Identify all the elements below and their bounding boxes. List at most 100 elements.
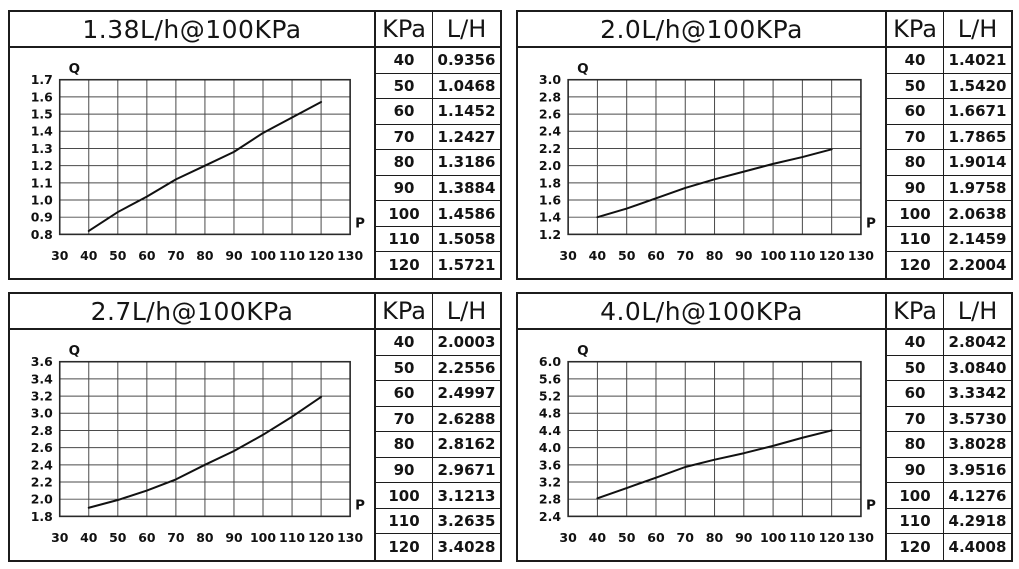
y-tick-label: 3.2 (539, 475, 561, 490)
grid-lines (567, 79, 862, 235)
x-tick-label: 110 (279, 530, 305, 545)
table-kpa-value: 80 (887, 432, 944, 458)
plot-frame (567, 360, 862, 518)
spec-panel-1-38lh: 1.38L/h@100KPa KPa L/H 30 40 50 60 70 80 90 100… (8, 10, 502, 280)
table-header-lh: L/H (433, 294, 500, 330)
table-lh-value: 4.1276 (944, 483, 1011, 509)
x-tick-label: 30 (559, 248, 577, 263)
table-kpa-value: 40 (376, 330, 433, 356)
table-lh-value: 3.5730 (944, 407, 1011, 433)
flow-curve (596, 148, 833, 219)
table-lh-value: 1.4021 (944, 48, 1011, 74)
y-axis-label: Q (577, 344, 589, 359)
table-lh-value: 1.9014 (944, 150, 1011, 176)
spec-panel-2-7lh: 2.7L/h@100KPa KPa L/H 30 40 50 60 70 80 90 100 1… (8, 292, 502, 562)
grid-lines (59, 361, 351, 517)
table-lh-value: 2.0003 (433, 330, 500, 356)
table-header-lh: L/H (944, 12, 1011, 48)
table-lh-value: 1.5058 (433, 227, 500, 253)
y-tick-label: 2.2 (539, 141, 561, 156)
y-axis-label: Q (69, 62, 80, 77)
table-kpa-value: 90 (887, 175, 944, 202)
x-tick-label: 120 (308, 248, 334, 263)
x-tick-label: 50 (109, 530, 127, 545)
y-tick-label: 2.0 (31, 492, 53, 507)
y-axis-label: Q (577, 62, 589, 77)
y-tick-label: 1.6 (31, 89, 53, 104)
x-tick-label: 130 (337, 248, 363, 263)
x-tick-label: 70 (167, 530, 185, 545)
chart-canvas: 30 40 50 60 70 80 90 100 110 120 130 6.0 5.6 5.2 4.8 4.… (539, 344, 876, 545)
table-kpa-value: 110 (887, 508, 944, 535)
y-tick-label: 1.8 (31, 509, 53, 524)
x-tick-label: 120 (819, 248, 845, 263)
y-tick-label: 1.3 (31, 141, 53, 156)
table-lh-value: 2.8042 (944, 330, 1011, 356)
table-lh-value: 0.9356 (433, 48, 500, 74)
table-lh-value: 1.9758 (944, 176, 1011, 202)
table-kpa-value: 80 (376, 432, 433, 458)
chart-canvas: 30 40 50 60 70 80 90 100 110 120 130 3.6 3.4 3.2 3.0 2.… (31, 344, 365, 545)
y-tick-label: 3.6 (539, 457, 561, 472)
y-tick-label: 2.6 (539, 107, 561, 122)
table-kpa-value: 40 (887, 330, 944, 356)
x-tick-label: 80 (196, 530, 214, 545)
table-kpa-value: 90 (376, 175, 433, 202)
panel-title: 2.7L/h@100KPa (10, 294, 376, 330)
x-tick-label: 90 (735, 248, 753, 263)
x-tick-label: 50 (618, 530, 636, 545)
x-tick-label: 130 (848, 248, 874, 263)
spec-panel-4-0lh: 4.0L/h@100KPa KPa L/H 30 40 50 60 70 80 90 100 1… (516, 292, 1013, 562)
x-tick-label: 80 (196, 248, 214, 263)
table-kpa-value: 100 (887, 201, 944, 227)
table-lh-value: 1.5420 (944, 74, 1011, 100)
flow-curve (596, 429, 833, 500)
table-lh-value: 1.0468 (433, 74, 500, 100)
table-kpa-value: 120 (887, 252, 944, 278)
x-tick-label: 120 (308, 530, 334, 545)
x-tick-label: 40 (589, 248, 607, 263)
panel-title: 1.38L/h@100KPa (10, 12, 376, 48)
x-tick-label: 100 (250, 248, 276, 263)
table-kpa-value: 60 (376, 99, 433, 125)
y-tick-label: 2.8 (31, 423, 53, 438)
table-lh-value: 1.5721 (437, 256, 496, 275)
chart-canvas: 30 40 50 60 70 80 90 100 110 120 130 1.7 1.6 1.5 1.4 1.… (31, 62, 365, 263)
table-lh-value: 3.2635 (433, 509, 500, 535)
table-lh-value: 3.1213 (433, 483, 500, 509)
table-lh-value: 4.4008 (948, 538, 1007, 557)
y-tick-label: 1.2 (539, 227, 561, 242)
table-kpa-value: 120 (376, 534, 433, 560)
y-tick-label: 1.4 (539, 210, 562, 225)
y-tick-label: 1.4 (31, 124, 53, 139)
y-tick-label: 3.0 (31, 406, 53, 421)
x-axis-label: P (866, 216, 876, 231)
y-tick-label: 0.9 (31, 210, 53, 225)
table-lh-value: 4.2918 (944, 509, 1011, 535)
table-header-lh: L/H (944, 294, 1011, 330)
axis-tick-labels: 30 40 50 60 70 80 90 100 110 120 130 1.7 1.6 1.5 1.4 1.… (31, 62, 365, 263)
y-tick-label: 2.4 (539, 124, 562, 139)
x-tick-label: 60 (138, 530, 156, 545)
x-tick-label: 80 (706, 248, 724, 263)
x-tick-label: 130 (848, 530, 874, 545)
y-tick-label: 4.0 (539, 440, 562, 455)
pressure-flow-chart: 30 40 50 60 70 80 90 100 110 120 130 6.0 5.6 5.2 4.8 4.… (518, 330, 887, 560)
x-tick-label: 40 (80, 248, 98, 263)
x-axis-label: P (355, 498, 365, 513)
x-tick-label: 110 (789, 248, 815, 263)
y-tick-label: 1.2 (31, 158, 53, 173)
x-tick-label: 70 (677, 530, 695, 545)
x-tick-label: 40 (80, 530, 98, 545)
y-tick-label: 3.6 (31, 354, 53, 369)
table-kpa-value: 70 (887, 406, 944, 433)
table-kpa-value: 70 (376, 124, 433, 151)
pressure-flow-chart: 30 40 50 60 70 80 90 100 110 120 130 3.0 2.8 2.6 2.4 2.… (518, 48, 887, 278)
table-lh-value: 2.2004 (948, 256, 1007, 275)
y-tick-label: 1.7 (31, 72, 53, 87)
y-tick-label: 5.6 (539, 371, 561, 386)
table-kpa-value: 60 (887, 99, 944, 125)
table-lh-value: 2.6288 (433, 407, 500, 433)
table-kpa-value: 60 (887, 381, 944, 407)
